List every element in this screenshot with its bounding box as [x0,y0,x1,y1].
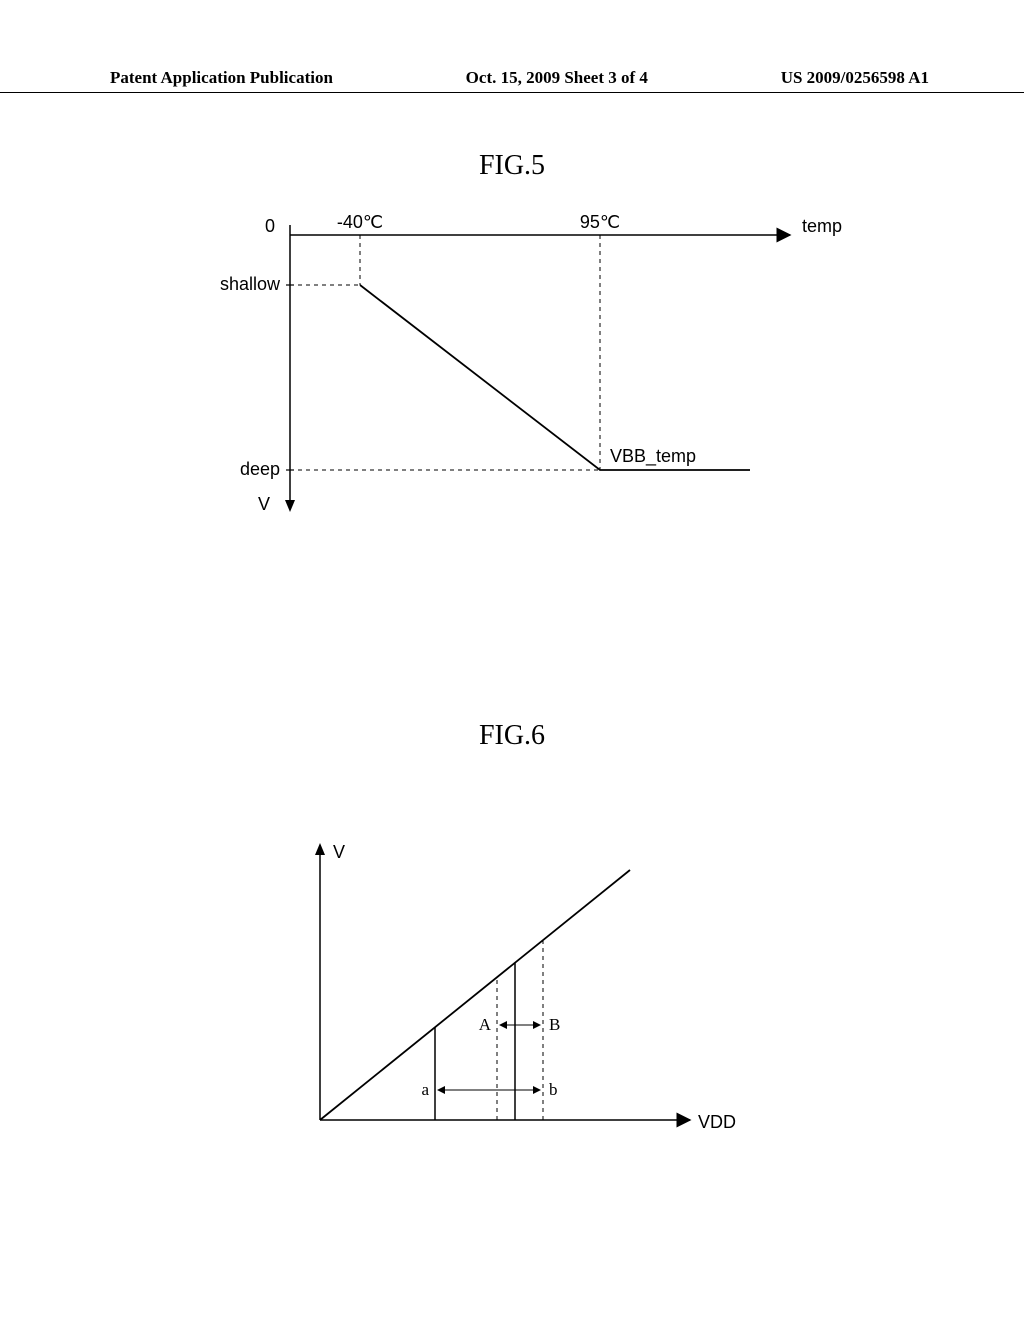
fig5-deep-label: deep [240,459,280,479]
fig6-chart: A B b between solid-a and dashed-B --> a… [300,830,730,1170]
fig6-y-label: V [333,842,345,862]
fig5-chart: 0 -40℃ 95℃ shallow deep VBB_temp temp V [230,210,810,550]
fig5-y-label: V [258,494,270,514]
fig6-title: FIG.6 [479,720,545,752]
fig5-xtick-2: 95℃ [580,212,620,232]
fig6-label-A: A [479,1015,492,1034]
fig5-shallow-label: shallow [220,274,281,294]
fig5-y-arrowhead [285,500,295,512]
fig5-x-label: temp [802,216,842,236]
fig6-label-B: B [549,1015,560,1034]
fig6-diagonal [320,870,630,1120]
fig6-label-b: b [549,1080,558,1099]
fig5-svg: 0 -40℃ 95℃ shallow deep VBB_temp temp V [230,210,810,550]
fig6-label-a: a [421,1080,429,1099]
page-header: Patent Application Publication Oct. 15, … [0,68,1024,93]
fig6-x-label: VDD [698,1112,736,1132]
fig6-y-arrowhead [315,843,325,855]
fig5-curve [360,285,750,470]
fig5-origin-label: 0 [265,216,275,236]
fig5-xtick-1: -40℃ [337,212,383,232]
fig5-title: FIG.5 [479,150,545,182]
header-center: Oct. 15, 2009 Sheet 3 of 4 [466,68,648,88]
header-left: Patent Application Publication [110,68,333,88]
fig5-curve-label: VBB_temp [610,446,696,467]
fig6-svg: A B b between solid-a and dashed-B --> a… [300,830,730,1170]
header-right: US 2009/0256598 A1 [781,68,929,88]
